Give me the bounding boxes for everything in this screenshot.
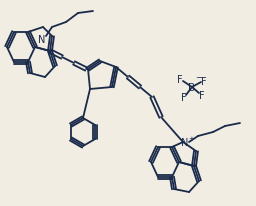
Text: F: F [177, 75, 183, 85]
Text: B: B [188, 83, 196, 92]
Text: N: N [181, 137, 189, 147]
Text: −: − [196, 73, 202, 82]
Text: F: F [181, 92, 187, 103]
Text: +: + [188, 135, 194, 141]
Text: F: F [201, 77, 207, 87]
Text: N: N [38, 35, 46, 45]
Text: F: F [199, 91, 205, 101]
